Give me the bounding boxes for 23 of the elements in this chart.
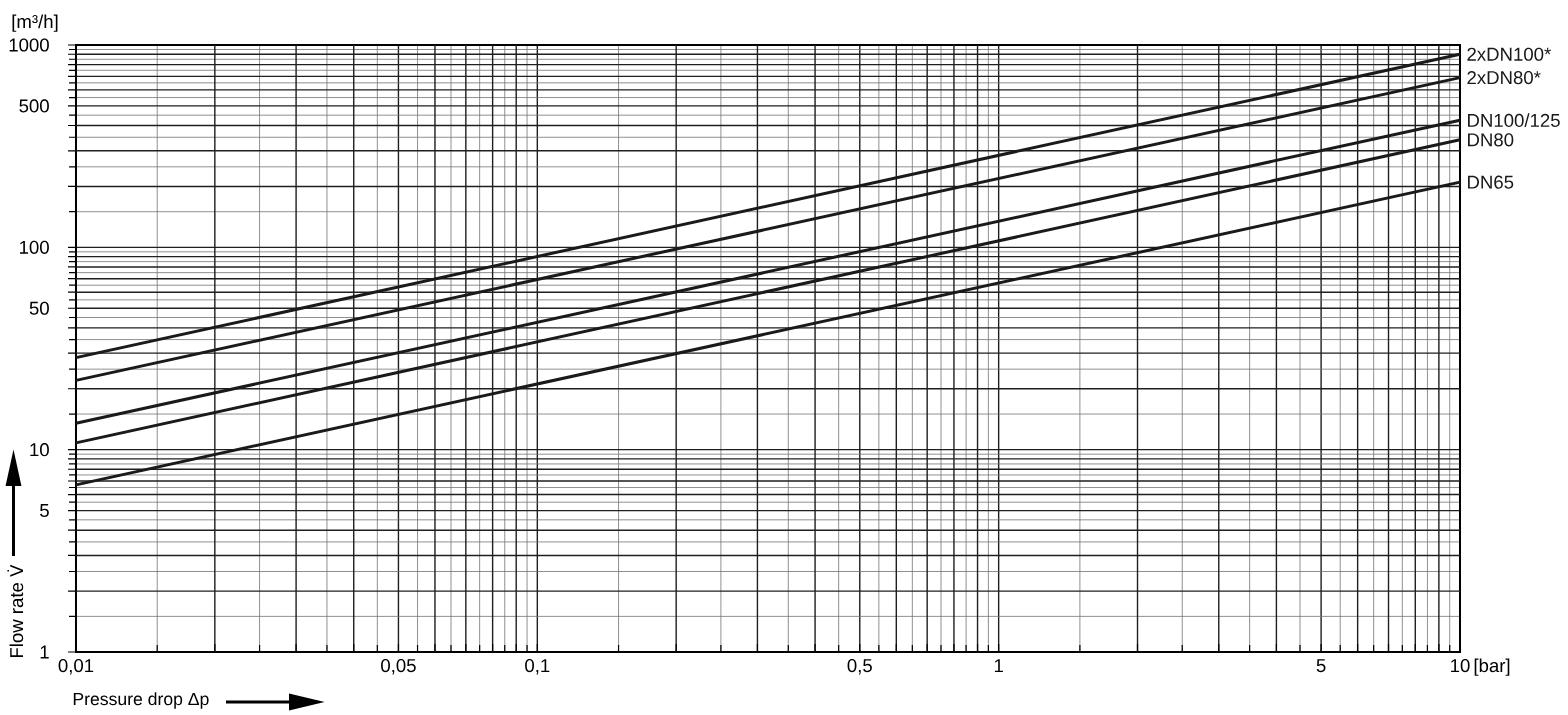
y-tick-label: 1000	[9, 38, 49, 52]
x-tick-label: 0,5	[847, 659, 872, 675]
x-axis-title: Pressure drop Δp	[73, 692, 209, 709]
series-label: DN65	[1468, 175, 1514, 189]
x-tick-label: 5	[1316, 659, 1326, 673]
series-label: DN100/125	[1468, 113, 1560, 128]
x-tick-label: 0,1	[525, 659, 550, 675]
x-tick-label: 0,05	[381, 659, 416, 675]
y-axis-title: Flow rate V̇	[7, 564, 24, 658]
y-tick-label: 50	[29, 301, 49, 315]
y-tick-label: 100	[20, 240, 49, 254]
y-tick-label: 10	[30, 443, 49, 457]
y-tick-label: 1	[40, 645, 49, 659]
x-tick-label: 10	[1451, 659, 1470, 673]
series-label: 2xDN80*	[1467, 71, 1541, 85]
series-label: DN80	[1468, 133, 1514, 147]
x-tick-label: 0,01	[58, 659, 94, 675]
series-label: 2xDN100*	[1467, 47, 1551, 61]
y-tick-label: 500	[19, 99, 49, 113]
x-tick-label: 1	[994, 659, 1003, 672]
y-tick-label: 5	[40, 504, 49, 518]
text: [m³/h]	[12, 14, 58, 32]
text: [bar]	[1474, 658, 1510, 676]
